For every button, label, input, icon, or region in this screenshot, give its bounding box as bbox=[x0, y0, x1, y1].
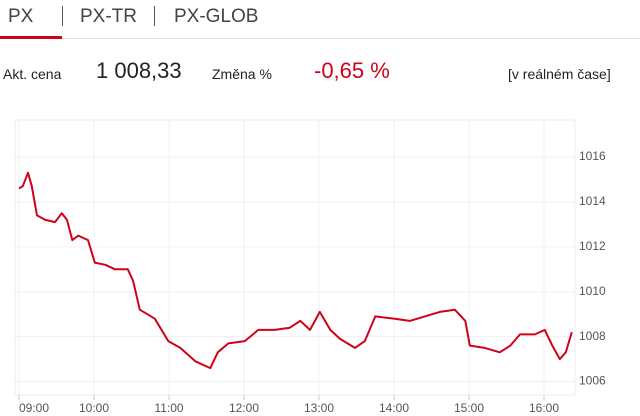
y-tick-label: 1012 bbox=[579, 239, 606, 253]
x-tick-label: 15:00 bbox=[454, 401, 484, 415]
x-tick-label: 14:00 bbox=[379, 401, 409, 415]
y-tick-label: 1014 bbox=[579, 194, 606, 208]
y-tick-label: 1006 bbox=[579, 374, 606, 388]
price-label: Akt. cena bbox=[3, 66, 62, 82]
tab[interactable]: PX-TR bbox=[80, 6, 137, 27]
x-tick-label: 09:00 bbox=[19, 401, 49, 415]
change-label: Změna % bbox=[212, 66, 272, 82]
y-tick-label: 1010 bbox=[579, 284, 606, 298]
x-tick-label: 11:00 bbox=[154, 401, 183, 415]
price: 1 008,33 bbox=[96, 58, 182, 83]
price-line bbox=[18, 171, 573, 370]
tab-separator bbox=[62, 6, 63, 26]
tab-bar: PX PX-TR PX-GLOB bbox=[0, 0, 640, 39]
change: -0,65 % bbox=[314, 58, 390, 83]
x-tick-label: 13:00 bbox=[304, 401, 334, 415]
y-tick-label: 1016 bbox=[579, 149, 606, 163]
x-tick-label: 12:00 bbox=[229, 401, 259, 415]
tab[interactable]: PX-GLOB bbox=[174, 6, 259, 27]
active-tab-underline bbox=[0, 36, 62, 39]
y-tick-label: 1008 bbox=[579, 329, 606, 343]
plot-frame bbox=[14, 119, 576, 396]
x-tick-label: 16:00 bbox=[529, 401, 559, 415]
tab[interactable]: PX bbox=[8, 6, 34, 27]
tab-separator bbox=[154, 6, 155, 26]
x-tick-label: 10:00 bbox=[79, 401, 109, 415]
realtime-note: [v reálném čase] bbox=[508, 66, 611, 82]
